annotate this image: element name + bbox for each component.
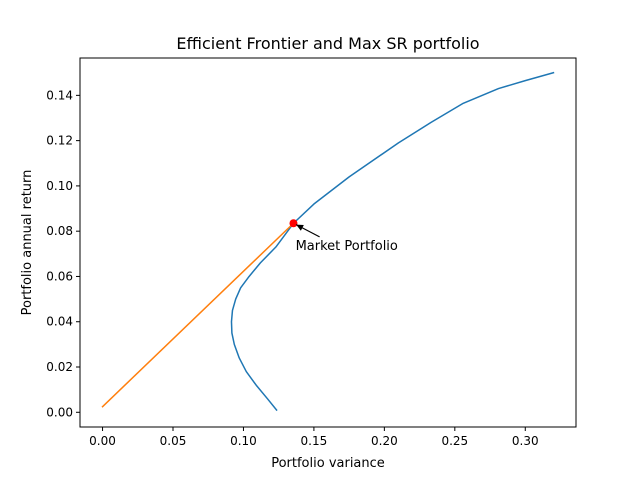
x-tick-label: 0.20 xyxy=(371,434,398,448)
y-axis-label: Portfolio annual return xyxy=(20,170,35,316)
y-tick-label: 0.14 xyxy=(46,88,73,102)
x-tick-label: 0.05 xyxy=(160,434,187,448)
series-line-1 xyxy=(230,71,555,412)
y-tick-label: 0.04 xyxy=(46,315,73,329)
x-tick-label: 0.25 xyxy=(441,434,468,448)
x-tick-label: 0.10 xyxy=(230,434,257,448)
annotation-arrowhead xyxy=(296,224,304,231)
y-tick-label: 0.08 xyxy=(46,224,73,238)
y-tick-label: 0.00 xyxy=(46,405,73,419)
market-portfolio-point xyxy=(289,219,298,228)
y-tick-label: 0.12 xyxy=(46,134,73,148)
plot-area: Market Portfolio xyxy=(101,71,555,412)
annotation-label: Market Portfolio xyxy=(296,239,398,254)
x-tick-label: 0.15 xyxy=(301,434,328,448)
series-line-2 xyxy=(101,222,295,408)
y-axis: 0.00 0.02 0.04 0.06 0.08 0.10 0.12 0.14 xyxy=(46,88,80,419)
chart-title: Efficient Frontier and Max SR portfolio xyxy=(176,34,479,53)
plot-frame xyxy=(79,57,577,428)
x-tick-label: 0.30 xyxy=(512,434,539,448)
x-axis: 0.00 0.05 0.10 0.15 0.20 0.25 0.30 xyxy=(89,427,539,448)
y-tick-label: 0.10 xyxy=(46,179,73,193)
x-axis-label: Portfolio variance xyxy=(271,456,385,471)
y-tick-label: 0.02 xyxy=(46,360,73,374)
y-tick-label: 0.06 xyxy=(46,269,73,283)
x-tick-label: 0.00 xyxy=(89,434,116,448)
